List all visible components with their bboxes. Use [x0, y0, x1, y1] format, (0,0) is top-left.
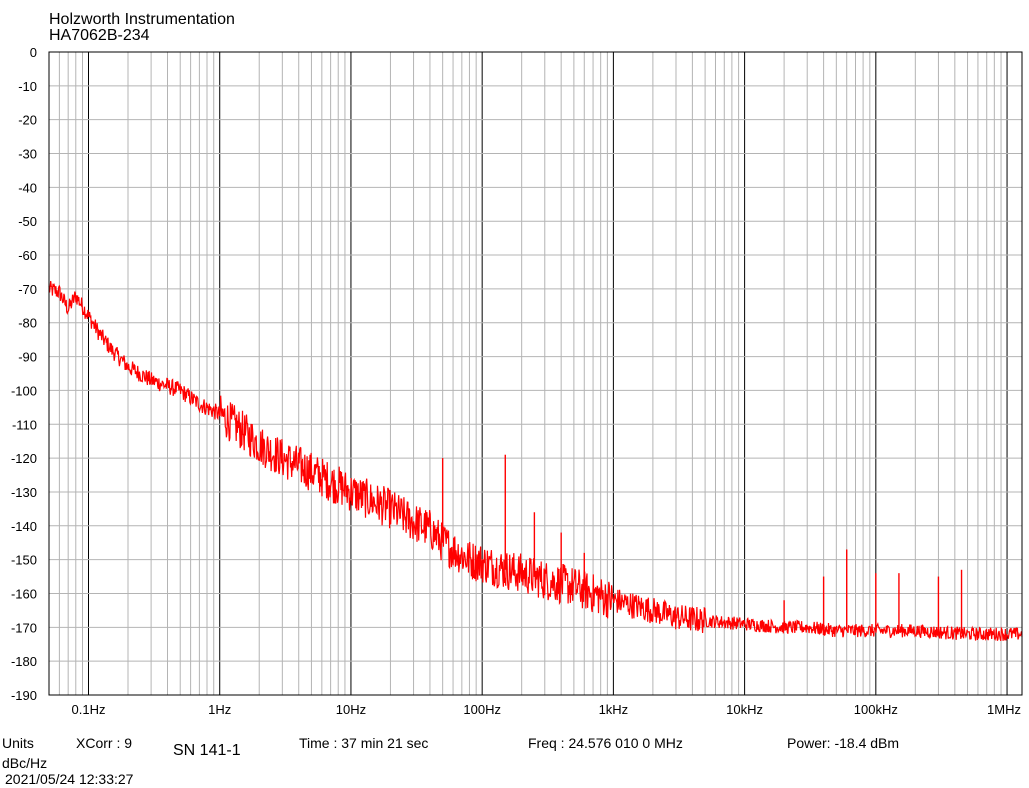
x-tick-label: 1Hz	[208, 702, 231, 717]
units-value: dBc/Hz	[2, 755, 48, 771]
x-tick-label: 1kHz	[599, 702, 629, 717]
serial-number: SN 141-1	[173, 742, 241, 759]
x-tick-label: 10kHz	[726, 702, 763, 717]
y-tick-label: -60	[18, 248, 37, 263]
plot-frame	[48, 51, 1023, 696]
y-tick-label: -100	[11, 383, 37, 398]
plot-grid	[48, 51, 1022, 696]
power-readout: Power: -18.4 dBm	[787, 735, 900, 751]
y-axis-labels: 0 -10 -20 -30 -40 -50 -60 -70 -80 -90 -100 -110 -120…	[11, 45, 37, 703]
xcorr-readout: XCorr : 9	[76, 735, 133, 751]
y-tick-label: 0	[30, 45, 37, 60]
chart-subtitle: HA7062B-234	[49, 27, 150, 44]
y-tick-label: -160	[11, 586, 37, 601]
trace-layer	[48, 281, 1023, 642]
x-tick-label: 10Hz	[336, 702, 366, 717]
x-tick-label: 0.1Hz	[72, 702, 106, 717]
y-tick-label: -20	[18, 113, 37, 128]
x-tick-label: 1MHz	[987, 702, 1021, 717]
y-tick-label: -140	[11, 519, 37, 534]
units-label: Units	[2, 735, 34, 751]
y-tick-label: -110	[12, 417, 37, 432]
phase-noise-trace	[48, 281, 1023, 642]
y-tick-label: -30	[18, 147, 37, 162]
y-tick-label: -170	[11, 620, 37, 635]
frequency-readout: Freq : 24.576 010 0 MHz	[528, 735, 683, 751]
y-tick-label: -70	[18, 282, 37, 297]
y-tick-label: -50	[18, 214, 37, 229]
y-tick-label: -190	[11, 688, 37, 703]
y-tick-label: -130	[11, 485, 37, 500]
y-tick-label: -40	[18, 180, 37, 195]
chart-title: Holzworth Instrumentation	[49, 11, 235, 28]
y-tick-label: -120	[11, 451, 37, 466]
y-tick-label: -90	[18, 350, 37, 365]
x-axis-labels: 0.1Hz 1Hz 10Hz 100Hz 1kHz 10kHz 100kHz 1MHz	[72, 702, 1021, 717]
timestamp: 2021/05/24 12:33:27	[5, 771, 134, 787]
x-tick-label: 100Hz	[463, 702, 501, 717]
y-tick-label: -180	[11, 654, 37, 669]
y-tick-label: -10	[18, 79, 37, 94]
y-tick-label: -80	[18, 316, 37, 331]
x-tick-label: 100kHz	[854, 702, 898, 717]
time-readout: Time : 37 min 21 sec	[299, 735, 429, 751]
y-tick-label: -150	[11, 553, 37, 568]
